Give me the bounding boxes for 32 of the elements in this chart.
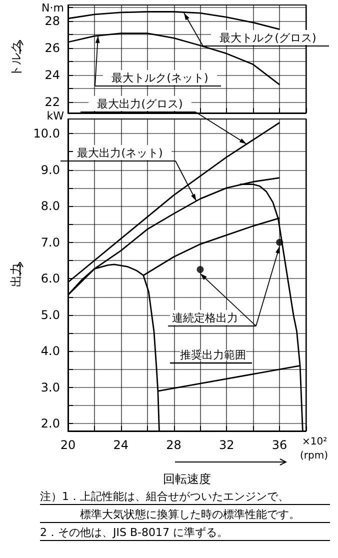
text: 連続定格出力 — [172, 312, 238, 324]
annotation: 最大出力(ネット) — [77, 146, 163, 160]
x-tick-label: 28 — [166, 438, 182, 452]
annotation: 最大トルク(ネット) — [112, 72, 208, 84]
text: N·m — [42, 2, 64, 14]
y-tick-label: 5.0 — [40, 308, 60, 322]
x-tick-label: 36 — [272, 438, 288, 452]
x-axis-title: 回転速度 — [163, 472, 211, 486]
annotation: 最大出力(グロス) — [97, 98, 183, 110]
annotation: 最大トルク(グロス) — [220, 32, 316, 44]
y-tick-label: 22 — [44, 95, 60, 110]
y-tick-label: 3.0 — [40, 380, 60, 394]
x-tick-label: 24 — [113, 438, 129, 452]
annotation: 推奨出力範囲 — [180, 348, 246, 362]
y-tick-label: 2.0 — [40, 416, 60, 431]
y-tick-label: 7.0 — [40, 235, 60, 250]
y-tick-label: 28 — [44, 14, 60, 28]
x-tick-label: 32 — [219, 438, 234, 452]
text: kW — [46, 110, 64, 122]
y-tick-label: 8.0 — [40, 199, 60, 214]
text: 注）1．上記性能は、組合せがついたエンジンで、 — [40, 490, 330, 505]
text: (rpm) — [300, 450, 328, 462]
y-tick-label: 9.0 — [40, 162, 60, 177]
text: 2．その他は、JIS B-8017 に準ずる。 — [40, 526, 330, 541]
y-tick-label: 24 — [44, 68, 60, 82]
y-tick-label: 4.0 — [40, 344, 60, 358]
x-tick-label: 20 — [60, 438, 76, 452]
text: 標準大気状態に換算した時の標準性能です。 — [40, 508, 330, 523]
text: ×10² — [302, 436, 328, 448]
y-tick-label: 6.0 — [40, 272, 60, 286]
y-tick-label: 26 — [44, 41, 60, 56]
y-tick-label: 10.0 — [33, 126, 60, 141]
